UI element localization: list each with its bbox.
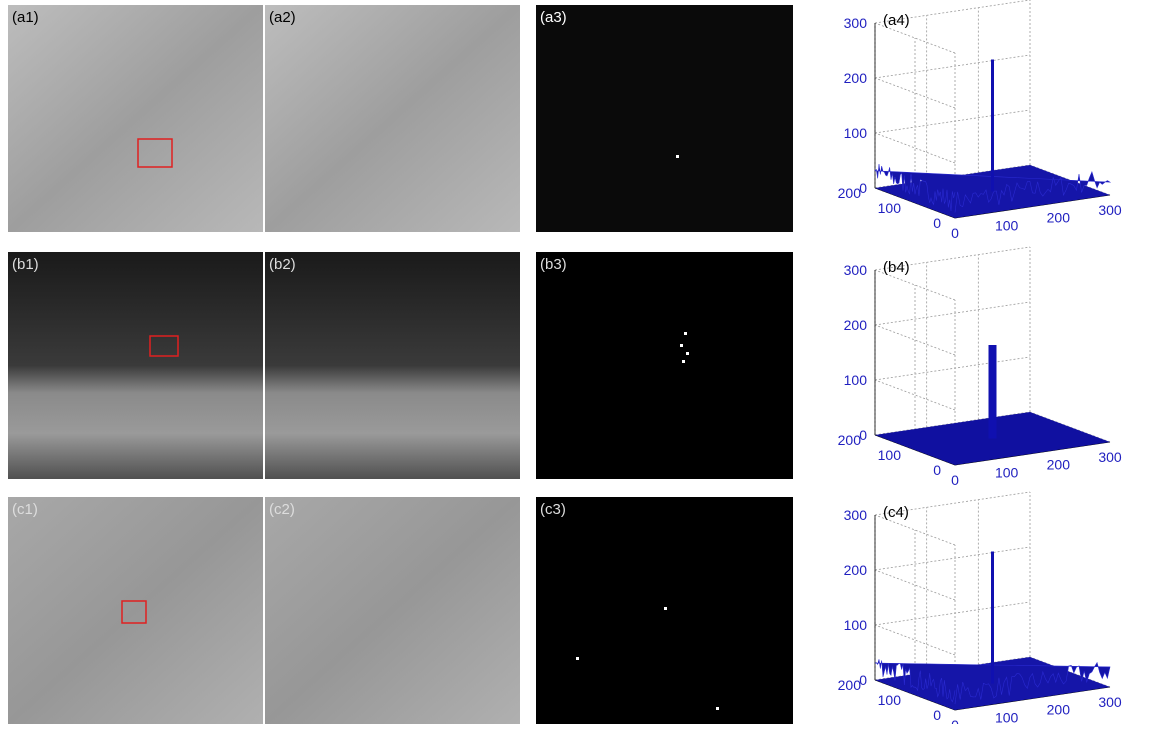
x-tick-label: 200	[1047, 702, 1071, 718]
x-tick-label: 100	[995, 217, 1019, 233]
grid-line	[875, 302, 1030, 325]
image	[8, 5, 263, 232]
x-tick-label: 200	[1047, 457, 1071, 473]
grid-line	[875, 357, 1030, 380]
bright-spot	[576, 657, 579, 660]
image	[536, 497, 793, 724]
z-tick-label: 300	[844, 262, 868, 278]
z-tick-label: 100	[844, 372, 868, 388]
image	[265, 5, 520, 232]
z-tick-label: 300	[844, 15, 868, 31]
panel-label: (b1)	[12, 256, 39, 273]
panel-label: (c4)	[883, 504, 909, 521]
panel-label: (b3)	[540, 256, 567, 273]
z-tick-label: 100	[844, 617, 868, 633]
y-tick-label: 100	[878, 447, 902, 463]
image	[8, 252, 263, 479]
x-tick-label: 300	[1098, 694, 1122, 710]
y-tick-label: 100	[878, 200, 902, 216]
image	[536, 252, 793, 479]
z-tick-label: 300	[844, 507, 868, 523]
bright-spot	[686, 352, 689, 355]
x-tick-label: 0	[951, 717, 959, 724]
bright-spot	[682, 360, 685, 363]
grid-line	[875, 55, 1030, 78]
panel-label: (b4)	[883, 259, 910, 276]
y-tick-label: 0	[933, 462, 941, 478]
z-tick-label: 100	[844, 125, 868, 141]
grid-line	[875, 547, 1030, 570]
bright-spot	[680, 344, 683, 347]
panel-label: (b2)	[269, 256, 296, 273]
panel-label: (c1)	[12, 501, 38, 518]
x-tick-label: 0	[951, 472, 959, 488]
panel-label: (a2)	[269, 9, 296, 26]
panel-label: (c2)	[269, 501, 295, 518]
y-tick-label: 0	[933, 215, 941, 231]
peak	[989, 345, 997, 439]
z-tick-label: 200	[844, 70, 868, 86]
image	[536, 5, 793, 232]
figure: (a1) (a2) (a3) 0 100 200 300 0 100 200 300 0 100 200 (…	[0, 0, 1150, 724]
y-tick-label: 200	[838, 677, 862, 693]
bright-spot	[676, 155, 679, 158]
grid-line	[875, 110, 1030, 133]
image	[265, 497, 520, 724]
peak	[991, 552, 994, 684]
panel-label: (a1)	[12, 9, 39, 26]
x-tick-label: 300	[1098, 202, 1122, 218]
bright-spot	[684, 332, 687, 335]
bright-spot	[716, 707, 719, 710]
y-tick-label: 0	[933, 707, 941, 723]
bright-spot	[664, 607, 667, 610]
x-tick-label: 300	[1098, 449, 1122, 465]
y-tick-label: 100	[878, 692, 902, 708]
y-tick-label: 200	[838, 432, 862, 448]
x-tick-label: 0	[951, 225, 959, 241]
peak	[991, 60, 994, 192]
panel-label: (a3)	[540, 9, 567, 26]
z-tick-label: 200	[844, 562, 868, 578]
grid-line	[875, 602, 1030, 625]
image	[8, 497, 263, 724]
y-tick-label: 200	[838, 185, 862, 201]
panel-label: (a4)	[883, 12, 910, 29]
x-tick-label: 200	[1047, 210, 1071, 226]
z-tick-label: 200	[844, 317, 868, 333]
x-tick-label: 100	[995, 709, 1019, 724]
image	[265, 252, 520, 479]
panel-label: (c3)	[540, 501, 566, 518]
x-tick-label: 100	[995, 464, 1019, 480]
